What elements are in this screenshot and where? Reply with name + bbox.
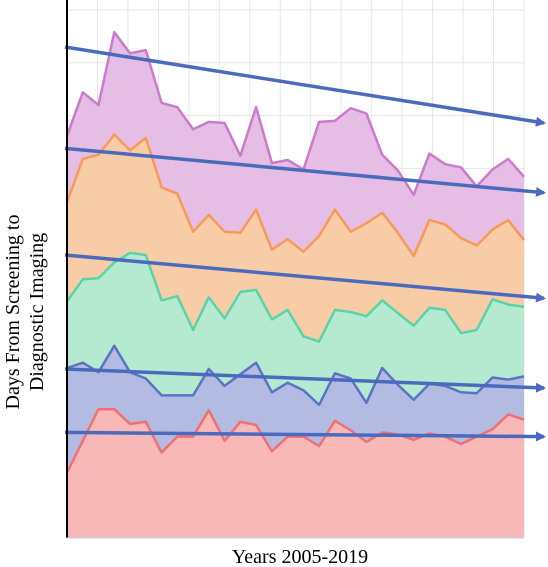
series-lines-group (65, 30, 525, 474)
y-axis-title-line-2: Diagnostic Imaging (26, 233, 48, 391)
series-line-3 (65, 251, 525, 343)
series-line-4 (65, 133, 525, 258)
y-axis-title: Days From Screening to Diagnostic Imagin… (2, 215, 48, 410)
trend-arrow-4 (64, 146, 546, 197)
series-line-5 (65, 30, 525, 197)
area-series-3 (67, 252, 524, 405)
trend-arrow-1 (64, 430, 546, 442)
trend-arrow-2 (64, 367, 546, 393)
trend-arrows-group (64, 45, 546, 442)
y-axis-title-line-1: Days From Screening to (2, 215, 24, 410)
area-series-1 (67, 409, 524, 538)
x-axis-title: Years 2005-2019 (232, 546, 368, 567)
series-line-2 (66, 344, 525, 407)
trend-arrow-3 (64, 253, 546, 303)
area-series-2 (67, 345, 524, 473)
series-line-1 (65, 407, 525, 474)
trend-arrow-5 (64, 45, 546, 127)
area-series-4 (67, 134, 524, 342)
